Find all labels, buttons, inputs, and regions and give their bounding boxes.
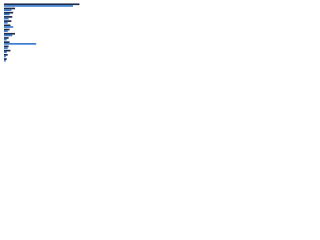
bar: [4, 11, 14, 14]
bar: [4, 58, 7, 60]
bar: [4, 16, 13, 18]
chart: [4, 3, 80, 62]
bar: [4, 7, 16, 10]
bar: [4, 51, 7, 54]
bar: [4, 59, 6, 62]
bar: [4, 13, 10, 16]
bar: [4, 49, 11, 52]
bar: [4, 43, 37, 45]
bar: [4, 37, 9, 39]
bar: [4, 32, 16, 35]
bar: [4, 30, 8, 33]
bar: [4, 41, 10, 44]
bar: [4, 20, 12, 22]
bar: [4, 21, 8, 24]
bar: [4, 3, 80, 6]
bar: [4, 34, 13, 37]
bar: [4, 38, 7, 41]
bar: [4, 24, 11, 27]
bar: [4, 9, 12, 12]
bar: [4, 28, 10, 31]
bar: [4, 47, 8, 49]
bar: [4, 55, 6, 58]
bar: [4, 45, 9, 48]
bar: [4, 17, 9, 20]
bar: [4, 5, 73, 7]
bar: [4, 53, 8, 56]
bar: [4, 26, 14, 28]
